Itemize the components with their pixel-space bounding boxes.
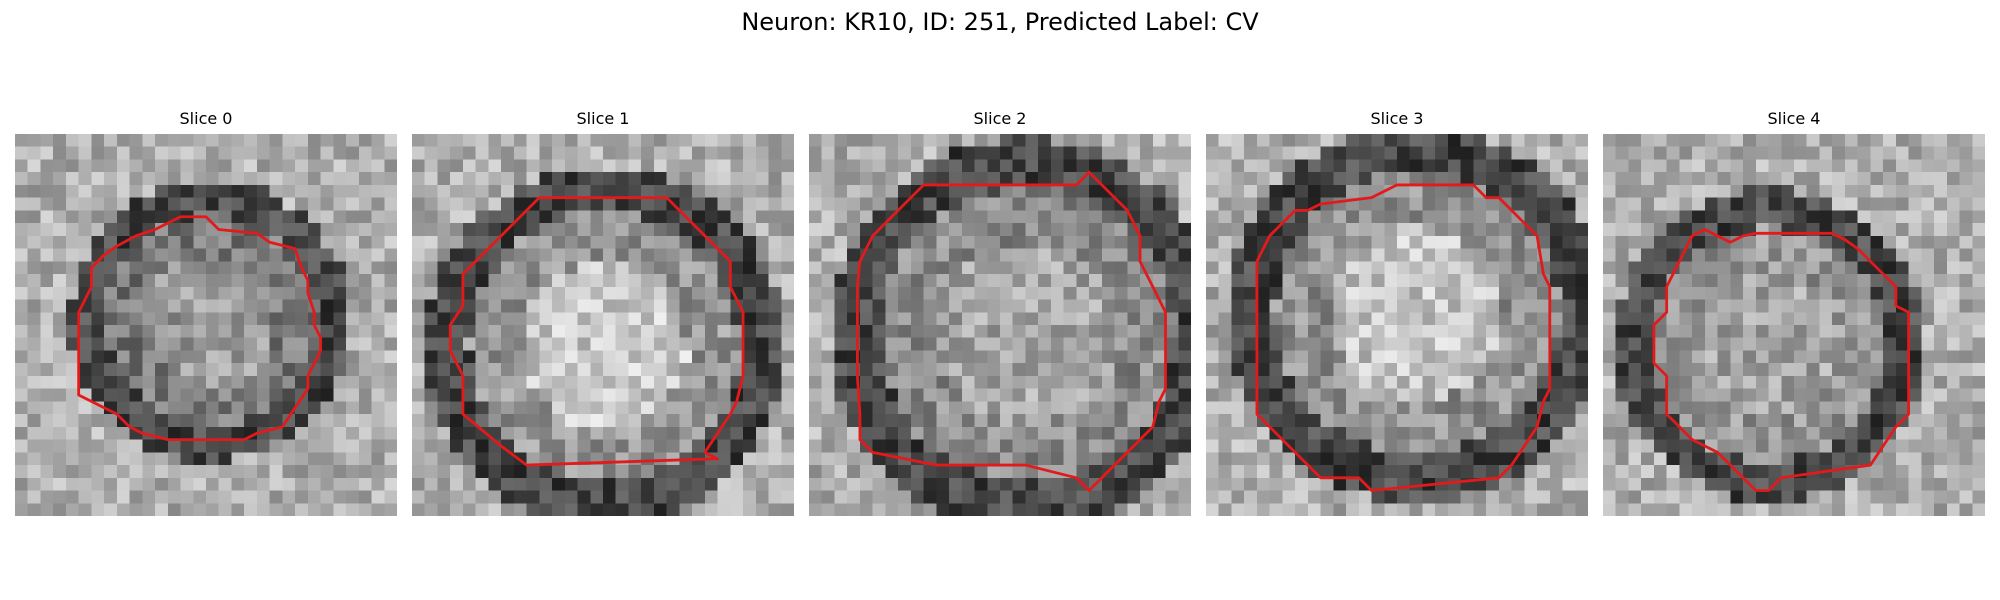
slice-panel-3: Slice 3 bbox=[1206, 108, 1588, 520]
cell-contour-1 bbox=[448, 196, 745, 467]
cell-contour-3 bbox=[1255, 183, 1552, 492]
slice-title-2: Slice 2 bbox=[973, 109, 1027, 128]
slice-image-2 bbox=[809, 134, 1191, 516]
slice-panel-1: Slice 1 bbox=[412, 108, 794, 520]
slice-image-1 bbox=[412, 134, 794, 516]
slice-panel-0: Slice 0 bbox=[15, 108, 397, 520]
slice-panel-4: Slice 4 bbox=[1603, 108, 1985, 520]
slice-title-3: Slice 3 bbox=[1370, 109, 1424, 128]
slice-title-1: Slice 1 bbox=[576, 109, 630, 128]
slice-title-0: Slice 0 bbox=[179, 109, 233, 128]
slice-panel-2: Slice 2 bbox=[809, 108, 1191, 520]
cell-contour-4 bbox=[1652, 228, 1911, 492]
slice-title-4: Slice 4 bbox=[1767, 109, 1821, 128]
slice-image-4 bbox=[1603, 134, 1985, 516]
slice-image-3 bbox=[1206, 134, 1588, 516]
slice-image-0 bbox=[15, 134, 397, 516]
cell-contour-2 bbox=[855, 170, 1167, 492]
cell-contour-0 bbox=[77, 215, 323, 442]
figure-title: Neuron: KR10, ID: 251, Predicted Label: … bbox=[741, 8, 1259, 36]
